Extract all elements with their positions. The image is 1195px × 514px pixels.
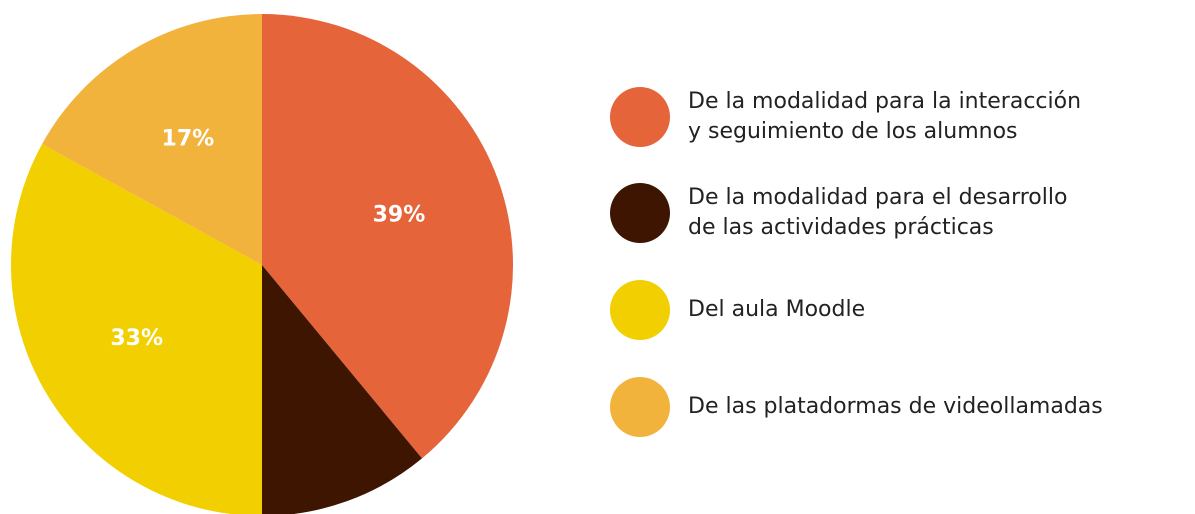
pie-slice <box>262 14 513 459</box>
legend-label: De la modalidad para la interacción y seg… <box>688 89 1081 144</box>
pie-slice <box>11 144 262 514</box>
legend-swatch <box>610 87 670 147</box>
legend-label: De las platadormas de videollamadas <box>688 394 1103 419</box>
pie-slice <box>262 265 422 514</box>
legend-label: Del aula Moodle <box>688 297 865 322</box>
slice-label: 33% <box>110 326 163 351</box>
slice-label: 17% <box>162 127 215 152</box>
pie-slice <box>42 14 262 265</box>
legend-swatch <box>610 377 670 437</box>
legend-swatch <box>610 280 670 340</box>
slice-label: 39% <box>373 203 426 228</box>
legend-swatch <box>610 183 670 243</box>
legend-label: De la modalidad para el desarrollo de las… <box>688 185 1067 240</box>
